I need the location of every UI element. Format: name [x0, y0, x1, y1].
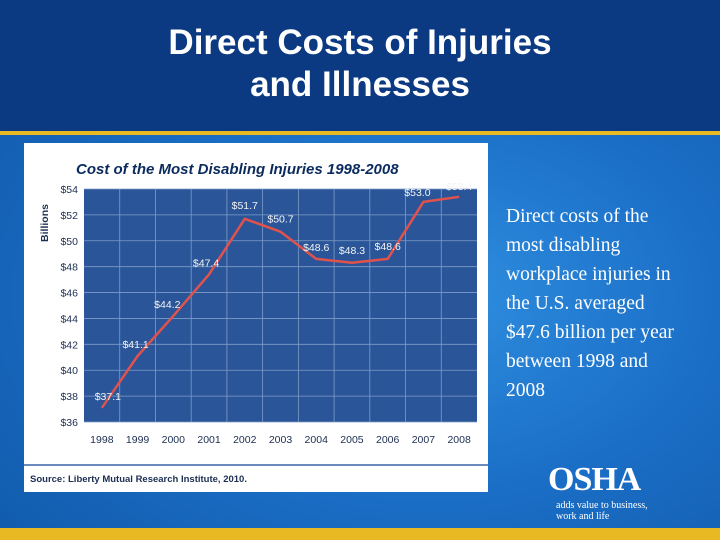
- data-label: $50.7: [267, 214, 293, 226]
- osha-logo: OSHA adds value to business, work and li…: [548, 462, 678, 526]
- data-label: $41.1: [122, 339, 148, 351]
- x-tick-label: 2008: [447, 434, 471, 446]
- summary-line: $47.6 billion per year: [506, 322, 674, 343]
- data-label: $48.3: [339, 245, 365, 257]
- data-label: $47.4: [193, 257, 219, 269]
- data-label: $48.6: [375, 241, 401, 253]
- data-label: $37.1: [95, 391, 121, 403]
- x-tick-label: 2004: [305, 434, 329, 446]
- y-tick-label: $40: [60, 365, 78, 377]
- x-tick-label: 2003: [269, 434, 293, 446]
- y-tick-label: $54: [60, 184, 78, 196]
- title-line-1: Direct Costs of Injuries: [168, 23, 552, 62]
- slide-header: Direct Costs of Injuries and Illnesses: [0, 0, 720, 135]
- summary-line: workplace injuries in: [506, 264, 671, 285]
- x-tick-label: 2001: [197, 434, 221, 446]
- data-label: $51.7: [232, 200, 258, 212]
- line-chart: Cost of the Most Disabling Injuries 1998…: [24, 161, 488, 492]
- y-tick-label: $38: [60, 391, 78, 403]
- y-tick-label: $48: [60, 262, 78, 274]
- x-tick-label: 2007: [412, 434, 436, 446]
- title-line-2: and Illnesses: [250, 65, 470, 104]
- y-axis-label: Billions: [39, 204, 51, 242]
- y-tick-label: $42: [60, 339, 78, 351]
- data-label: $53.4: [446, 181, 472, 193]
- data-label: $44.2: [154, 299, 180, 311]
- series-line: [100, 195, 460, 409]
- x-tick-label: 2005: [340, 434, 364, 446]
- summary-line: between 1998 and: [506, 351, 648, 372]
- x-tick-label: 1998: [90, 434, 114, 446]
- y-tick-label: $46: [60, 288, 78, 300]
- summary-line: 2008: [506, 380, 545, 401]
- summary-line: the U.S. averaged: [506, 293, 645, 314]
- osha-wordmark: OSHA: [548, 461, 641, 498]
- summary-text: Direct costs of the most disabling workp…: [506, 202, 718, 405]
- x-tick-label: 1999: [126, 434, 150, 446]
- y-tick-label: $36: [60, 417, 78, 429]
- x-tick-label: 2000: [162, 434, 186, 446]
- y-tick-label: $52: [60, 210, 78, 222]
- x-tick-label: 2006: [376, 434, 400, 446]
- chart-panel: Cost of the Most Disabling Injuries 1998…: [24, 143, 488, 492]
- bottom-accent-bar: [0, 528, 720, 540]
- summary-line: Direct costs of the: [506, 206, 649, 227]
- data-label: $53.0: [404, 187, 430, 199]
- source-strip: [24, 465, 488, 492]
- plot-area: [84, 189, 477, 422]
- chart-source: Source: Liberty Mutual Research Institut…: [30, 474, 247, 485]
- y-tick-label: $44: [60, 313, 78, 325]
- osha-tagline: adds value to business, work and life: [556, 500, 648, 522]
- osha-tagline-line: work and life: [556, 511, 610, 522]
- x-tick-label: 2002: [233, 434, 257, 446]
- chart-title: Cost of the Most Disabling Injuries 1998…: [76, 161, 399, 178]
- y-tick-label: $50: [60, 236, 78, 248]
- slide-title: Direct Costs of Injuries and Illnesses: [0, 22, 720, 106]
- summary-line: most disabling: [506, 235, 621, 256]
- osha-tagline-line: adds value to business,: [556, 500, 648, 511]
- data-label: $48.6: [303, 242, 329, 254]
